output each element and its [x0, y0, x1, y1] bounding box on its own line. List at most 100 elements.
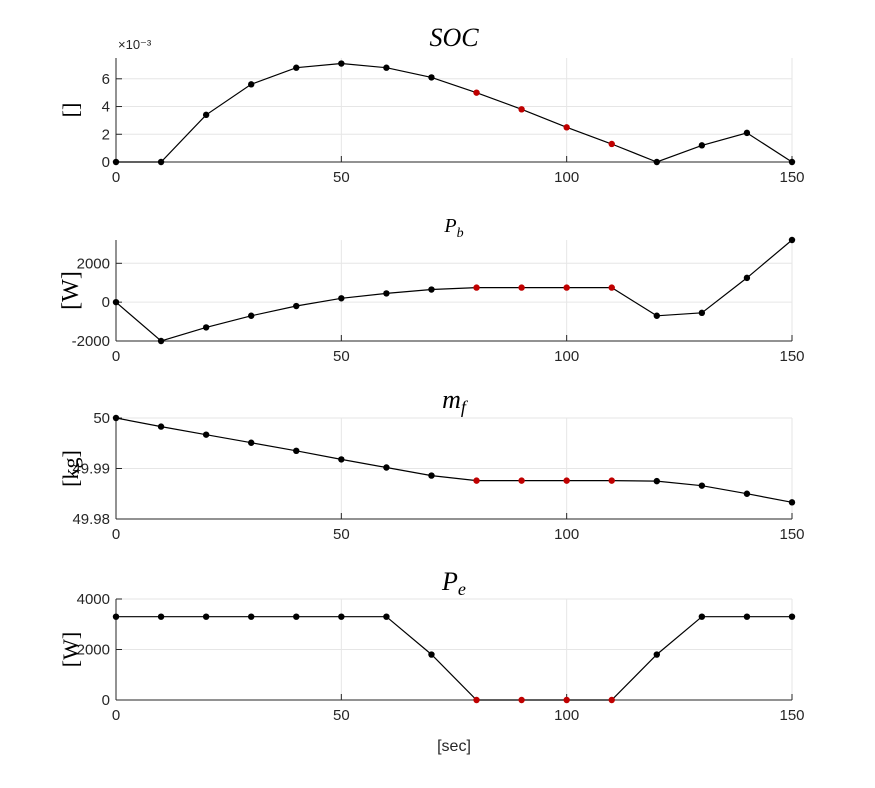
data-point	[653, 477, 660, 485]
subplot-title: SOC	[429, 23, 479, 52]
data-point	[293, 64, 300, 71]
data-point-highlight	[518, 106, 525, 113]
x-tick-label: 0	[112, 169, 120, 186]
data-point-highlight	[608, 696, 615, 704]
data-point	[338, 613, 345, 620]
data-point	[293, 613, 300, 620]
y-axis-label: [W]	[58, 271, 84, 310]
data-point	[428, 74, 435, 81]
data-point-highlight	[473, 477, 480, 484]
x-tick-label: 50	[333, 707, 350, 724]
data-point	[248, 439, 255, 446]
data-point	[157, 337, 165, 345]
data-point	[788, 613, 796, 620]
y-tick-label: 4	[102, 99, 110, 116]
x-tick-label: 50	[333, 526, 350, 543]
data-point	[653, 312, 660, 319]
data-point-highlight	[563, 284, 570, 291]
data-point-highlight	[608, 284, 615, 291]
y-axis-label: [kg]	[58, 450, 83, 487]
data-point-highlight	[473, 696, 480, 704]
subplot-title: Pb	[443, 215, 463, 241]
data-point-highlight	[608, 140, 615, 148]
data-point-highlight	[563, 696, 570, 704]
data-point	[698, 613, 706, 620]
data-point	[743, 129, 751, 137]
data-point	[653, 651, 660, 658]
data-point	[202, 613, 210, 620]
series-line	[116, 616, 792, 701]
x-tick-label: 0	[112, 526, 120, 543]
data-point	[698, 142, 706, 149]
data-point	[788, 499, 796, 506]
x-tick-label: 100	[554, 526, 579, 543]
y-tick-label: 6	[102, 71, 110, 88]
data-point	[788, 158, 796, 166]
data-point	[383, 64, 390, 71]
x-tick-label: 100	[554, 707, 579, 724]
data-point	[202, 431, 210, 438]
data-point	[428, 651, 435, 658]
data-point-highlight	[518, 284, 525, 291]
data-point	[112, 414, 120, 422]
x-tick-label: 150	[779, 169, 804, 186]
data-point-highlight	[518, 477, 525, 484]
data-point	[112, 613, 120, 620]
data-point	[698, 309, 706, 317]
data-point	[112, 298, 120, 306]
data-point	[788, 236, 796, 244]
data-point	[743, 274, 751, 282]
series-line	[116, 62, 793, 163]
x-tick-label: 100	[554, 348, 579, 365]
x-tick-label: 0	[112, 348, 120, 365]
x-tick-label: 50	[333, 348, 350, 365]
data-point	[157, 158, 165, 166]
data-point	[157, 613, 165, 620]
subplot-3: 0 50 100 150 49.98 49.99 50 mf [kg]	[58, 385, 805, 543]
x-tick-label: 100	[554, 169, 579, 186]
data-point	[293, 302, 300, 310]
x-tick-label: 150	[779, 348, 804, 365]
data-point	[743, 613, 751, 620]
y-tick-label: -2000	[72, 333, 110, 350]
y-tick-label: 0	[102, 154, 110, 171]
subplot-title: Pe	[441, 567, 466, 599]
data-point	[293, 447, 300, 455]
data-point	[338, 60, 345, 67]
y-tick-label: 4000	[77, 591, 110, 608]
y-tick-label: 49.98	[72, 511, 110, 528]
y-axis-label: []	[58, 103, 83, 118]
x-tick-label: 150	[779, 526, 804, 543]
x-tick-label: 50	[333, 169, 350, 186]
data-point	[248, 312, 255, 319]
data-point	[383, 464, 390, 471]
data-point-highlight	[563, 477, 570, 484]
data-point	[383, 290, 390, 297]
data-point	[202, 324, 210, 331]
y-tick-label: 49.99	[72, 461, 110, 478]
data-point	[112, 158, 120, 166]
data-point-highlight	[608, 477, 615, 484]
y-tick-label: 2000	[77, 642, 110, 659]
data-point	[428, 472, 435, 479]
subplot-title: mf	[442, 385, 469, 417]
data-point	[338, 295, 345, 302]
subplot-1: 0 50 100 150 0 2 4 6 ×10⁻³ SOC []	[58, 23, 805, 186]
data-point	[653, 158, 660, 166]
y-tick-label: 50	[93, 410, 110, 427]
y-exponent-label: ×10⁻³	[118, 37, 152, 52]
x-tick-label: 0	[112, 707, 120, 724]
data-point	[428, 286, 435, 293]
data-point	[248, 81, 255, 88]
x-axis-label: [sec]	[437, 738, 471, 755]
y-tick-label: 0	[102, 692, 110, 709]
data-point-highlight	[563, 124, 570, 131]
data-point	[202, 111, 210, 119]
subplot-4: 0 50 100 150 0 2000 4000 Pe [W] [sec]	[58, 567, 805, 755]
data-point-highlight	[473, 284, 480, 291]
data-point	[338, 456, 345, 463]
